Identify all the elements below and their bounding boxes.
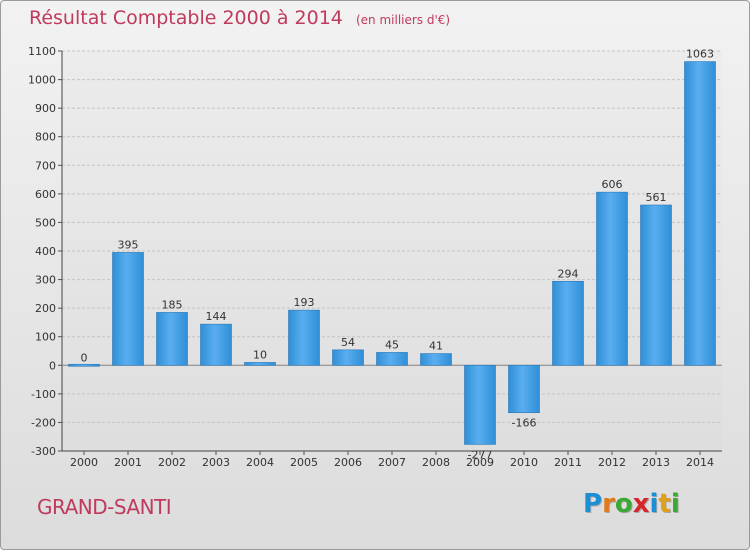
value-label: 561: [646, 191, 667, 204]
logo-letter: o: [614, 489, 633, 519]
x-tick-label: 2001: [114, 456, 142, 469]
bar: [376, 352, 408, 366]
bar: [464, 364, 496, 445]
y-tick-label: 0: [49, 359, 56, 372]
logo-letter: i: [649, 489, 659, 519]
value-label: 193: [294, 296, 315, 309]
y-tick-label: 700: [35, 159, 56, 172]
value-label: 45: [385, 338, 399, 351]
bar: [68, 363, 100, 367]
y-tick-label: 600: [35, 188, 56, 201]
logo-letter: x: [632, 489, 650, 519]
bar: [640, 204, 672, 366]
value-label: 144: [206, 310, 227, 323]
x-tick-label: 2014: [686, 456, 714, 469]
y-tick-label: 900: [35, 102, 56, 115]
bar: [200, 323, 232, 366]
x-tick-label: 2010: [510, 456, 538, 469]
y-tick-label: 100: [35, 331, 56, 344]
x-tick-label: 2002: [158, 456, 186, 469]
y-tick-label: 1000: [28, 74, 56, 87]
bar: [508, 364, 540, 414]
y-tick-label: -100: [31, 388, 56, 401]
value-label: 54: [341, 336, 355, 349]
x-tick-label: 2011: [554, 456, 582, 469]
y-tick-label: 500: [35, 216, 56, 229]
bar: [332, 349, 364, 366]
proxiti-logo: Proxiti: [583, 489, 680, 519]
logo-letter: P: [583, 489, 603, 519]
x-tick-label: 2004: [246, 456, 274, 469]
value-label: 606: [602, 178, 623, 191]
chart-subtitle: (en milliers d'€): [355, 13, 451, 27]
x-tick-label: 2000: [70, 456, 98, 469]
bar: [288, 309, 320, 366]
logo-letter: r: [602, 489, 615, 519]
value-label: 0: [81, 351, 88, 364]
y-tick-label: 800: [35, 131, 56, 144]
x-tick-label: 2009: [466, 456, 494, 469]
bar: [596, 191, 628, 366]
x-tick-label: 2007: [378, 456, 406, 469]
value-label: 395: [118, 238, 139, 251]
title-block: Résultat Comptable 2000 à 2014 (en milli…: [29, 7, 450, 29]
x-tick-label: 2005: [290, 456, 318, 469]
x-tick-label: 2013: [642, 456, 670, 469]
value-label: 294: [558, 267, 579, 280]
value-label: 1063: [686, 48, 714, 61]
logo-letter: i: [670, 489, 680, 519]
y-tick-label: -300: [31, 445, 56, 458]
x-tick-label: 2012: [598, 456, 626, 469]
y-tick-label: 400: [35, 245, 56, 258]
y-tick-label: 200: [35, 302, 56, 315]
bar: [156, 312, 188, 366]
bar: [684, 61, 716, 366]
bar: [244, 362, 276, 366]
bar: [112, 252, 144, 366]
value-label: -166: [512, 417, 537, 430]
logo-letter: t: [658, 489, 671, 519]
x-tick-label: 2003: [202, 456, 230, 469]
value-label: 10: [253, 348, 267, 361]
bar: [552, 280, 584, 366]
commune-name: GRAND-SANTI: [37, 495, 172, 519]
y-tick-label: -200: [31, 416, 56, 429]
value-label: 41: [429, 340, 443, 353]
chart-title: Résultat Comptable 2000 à 2014: [29, 7, 343, 29]
value-label: 185: [162, 298, 183, 311]
y-tick-label: 300: [35, 274, 56, 287]
bar: [420, 353, 452, 366]
y-tick-label: 1100: [28, 45, 56, 58]
x-tick-label: 2008: [422, 456, 450, 469]
x-tick-label: 2006: [334, 456, 362, 469]
